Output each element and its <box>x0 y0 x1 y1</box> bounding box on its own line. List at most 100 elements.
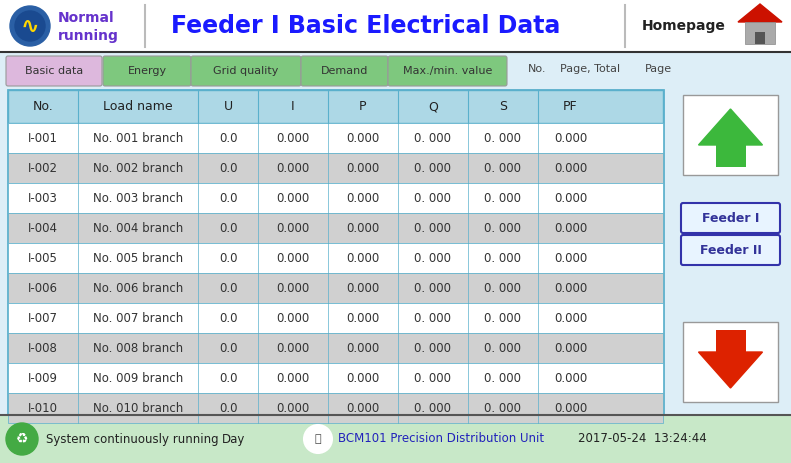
Bar <box>8 393 663 423</box>
Text: 0.000: 0.000 <box>554 131 587 144</box>
FancyBboxPatch shape <box>301 56 388 86</box>
Text: 0. 000: 0. 000 <box>414 192 452 205</box>
Text: Basic data: Basic data <box>25 66 83 76</box>
Bar <box>8 363 663 393</box>
Text: 0.000: 0.000 <box>346 312 380 325</box>
Text: ∿: ∿ <box>21 17 40 37</box>
Text: Feeder I: Feeder I <box>702 212 759 225</box>
Text: 0.000: 0.000 <box>554 312 587 325</box>
Text: I-004: I-004 <box>28 221 58 234</box>
Text: 0. 000: 0. 000 <box>485 371 521 384</box>
Bar <box>683 322 778 402</box>
FancyBboxPatch shape <box>681 203 780 233</box>
Text: Normal: Normal <box>58 11 115 25</box>
Text: 0.000: 0.000 <box>346 282 380 294</box>
FancyBboxPatch shape <box>681 235 780 265</box>
Text: 0.000: 0.000 <box>554 251 587 264</box>
Text: No. 008 branch: No. 008 branch <box>93 342 183 355</box>
Text: 0.000: 0.000 <box>346 251 380 264</box>
Text: 0. 000: 0. 000 <box>485 401 521 414</box>
Text: 0. 000: 0. 000 <box>485 282 521 294</box>
FancyBboxPatch shape <box>103 56 191 86</box>
Text: 0. 000: 0. 000 <box>414 282 452 294</box>
Text: 0. 000: 0. 000 <box>485 131 521 144</box>
Text: I-008: I-008 <box>28 342 58 355</box>
Text: No. 004 branch: No. 004 branch <box>93 221 184 234</box>
Text: 0.000: 0.000 <box>346 342 380 355</box>
Text: 0. 000: 0. 000 <box>485 221 521 234</box>
Text: 0.000: 0.000 <box>276 401 309 414</box>
Text: BCM101 Precision Distribution Unit: BCM101 Precision Distribution Unit <box>338 432 544 445</box>
Bar <box>755 32 765 44</box>
Text: No.: No. <box>32 100 53 113</box>
FancyBboxPatch shape <box>191 56 301 86</box>
Bar <box>0 52 791 90</box>
Bar <box>745 22 775 44</box>
Text: No. 007 branch: No. 007 branch <box>93 312 184 325</box>
Text: 0.000: 0.000 <box>276 371 309 384</box>
Bar <box>8 213 663 243</box>
Text: 0.0: 0.0 <box>219 251 237 264</box>
Text: 2017-05-24  13:24:44: 2017-05-24 13:24:44 <box>578 432 706 445</box>
Text: 0. 000: 0. 000 <box>414 401 452 414</box>
Text: Demand: Demand <box>321 66 368 76</box>
FancyBboxPatch shape <box>388 56 507 86</box>
Bar <box>8 333 663 363</box>
Text: P: P <box>359 100 367 113</box>
Bar <box>8 243 663 273</box>
Text: No. 002 branch: No. 002 branch <box>93 162 184 175</box>
Bar <box>8 153 663 183</box>
Text: No. 003 branch: No. 003 branch <box>93 192 183 205</box>
Text: I-002: I-002 <box>28 162 58 175</box>
Text: 0.0: 0.0 <box>219 282 237 294</box>
Text: 0. 000: 0. 000 <box>485 312 521 325</box>
FancyBboxPatch shape <box>6 56 102 86</box>
Bar <box>683 95 778 175</box>
Text: 0.000: 0.000 <box>346 401 380 414</box>
Text: 0. 000: 0. 000 <box>414 162 452 175</box>
Bar <box>8 273 663 303</box>
Text: 0.000: 0.000 <box>346 192 380 205</box>
Bar <box>8 90 663 423</box>
Text: 0.000: 0.000 <box>346 371 380 384</box>
Text: No. 001 branch: No. 001 branch <box>93 131 184 144</box>
Text: 0. 000: 0. 000 <box>485 342 521 355</box>
Text: 0.000: 0.000 <box>554 192 587 205</box>
Bar <box>668 90 791 415</box>
Text: 0.000: 0.000 <box>346 162 380 175</box>
Text: 0.000: 0.000 <box>276 282 309 294</box>
Text: running: running <box>58 29 119 43</box>
Circle shape <box>10 6 50 46</box>
Bar <box>716 145 745 167</box>
Text: No. 009 branch: No. 009 branch <box>93 371 184 384</box>
Text: 0. 000: 0. 000 <box>485 251 521 264</box>
Text: 0. 000: 0. 000 <box>414 251 452 264</box>
Text: Feeder I Basic Electrical Data: Feeder I Basic Electrical Data <box>171 14 560 38</box>
Text: 0.000: 0.000 <box>554 221 587 234</box>
Text: 0.000: 0.000 <box>276 192 309 205</box>
Text: 0.0: 0.0 <box>219 342 237 355</box>
Bar <box>0 0 791 52</box>
Polygon shape <box>698 109 763 145</box>
Text: System continuously running: System continuously running <box>46 432 218 445</box>
Text: I-006: I-006 <box>28 282 58 294</box>
Text: Energy: Energy <box>127 66 167 76</box>
Circle shape <box>15 11 45 41</box>
Text: 0.000: 0.000 <box>276 342 309 355</box>
Text: 0.000: 0.000 <box>276 312 309 325</box>
Text: 0.000: 0.000 <box>554 162 587 175</box>
Text: 0.000: 0.000 <box>554 371 587 384</box>
Text: 0. 000: 0. 000 <box>414 342 452 355</box>
Bar <box>8 183 663 213</box>
Text: 0.000: 0.000 <box>276 131 309 144</box>
Text: 0.000: 0.000 <box>554 342 587 355</box>
Text: Page: Page <box>645 64 672 74</box>
Text: 0.0: 0.0 <box>219 192 237 205</box>
Text: 0.000: 0.000 <box>554 282 587 294</box>
Text: 0.000: 0.000 <box>276 251 309 264</box>
Text: 0. 000: 0. 000 <box>485 162 521 175</box>
Text: I-005: I-005 <box>28 251 58 264</box>
Text: I: I <box>291 100 295 113</box>
Text: 0.000: 0.000 <box>346 131 380 144</box>
Bar <box>8 90 663 123</box>
